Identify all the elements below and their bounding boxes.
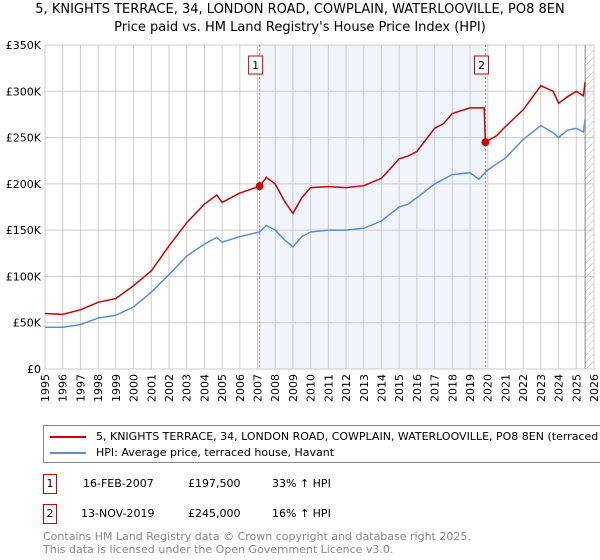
legend-label: 5, KNIGHTS TERRACE, 34, LONDON ROAD, COW… <box>96 430 600 443</box>
marker-badge <box>473 55 489 75</box>
y-tick-label: £300K <box>6 85 42 98</box>
x-tick-label: 1998 <box>92 374 105 402</box>
x-tick-label: 2021 <box>499 374 512 402</box>
blue-line-icon <box>50 451 86 454</box>
series-line-hpi <box>45 119 586 329</box>
x-tick-label: 2017 <box>429 374 442 402</box>
x-tick-label: 2022 <box>517 374 530 402</box>
footer-licence: This data is licensed under the Open Gov… <box>43 543 394 556</box>
legend-label: HPI: Average price, terraced house, Hava… <box>96 446 335 459</box>
x-tick-label: 2008 <box>269 374 282 402</box>
x-tick-label: 2010 <box>305 374 318 402</box>
y-tick-label: £250K <box>6 132 42 145</box>
red-line-icon <box>50 435 86 438</box>
x-tick-label: 2015 <box>393 374 406 402</box>
x-tick-label: 2026 <box>588 374 600 402</box>
legend-item-hpi: HPI: Average price, terraced house, Hava… <box>50 446 334 459</box>
transaction-badge: 2 <box>43 504 57 524</box>
x-tick-label: 2001 <box>145 374 158 402</box>
x-tick-label: 2004 <box>198 374 211 402</box>
x-tick-label: 2007 <box>252 374 265 402</box>
x-tick-label: 2024 <box>553 374 566 402</box>
x-tick-label: 2012 <box>340 374 353 402</box>
x-tick-label: 2005 <box>216 374 229 402</box>
x-tick-label: 2025 <box>570 374 583 402</box>
legend: 5, KNIGHTS TERRACE, 34, LONDON ROAD, COW… <box>43 425 600 463</box>
x-tick-label: 2011 <box>322 374 335 402</box>
y-tick-label: £100K <box>6 270 42 283</box>
transaction-date: 13-NOV-2019 <box>81 507 155 520</box>
transaction-price: £197,500 <box>188 477 241 490</box>
sale-point <box>255 182 264 191</box>
transaction-price: £245,000 <box>188 507 241 520</box>
chart-title: 5, KNIGHTS TERRACE, 34, LONDON ROAD, COW… <box>35 2 565 17</box>
x-tick-label: 2002 <box>163 374 176 402</box>
y-tick-label: £350K <box>6 39 42 52</box>
x-tick-label: 1995 <box>39 374 52 402</box>
footer: Contains HM Land Registry data © Crown c… <box>43 530 471 556</box>
x-tick-label: 2020 <box>482 374 495 402</box>
plot-frame <box>44 44 595 370</box>
chart-subtitle: Price paid vs. HM Land Registry's House … <box>114 20 486 35</box>
future-hatched-region <box>585 45 594 369</box>
y-tick-label: £0 <box>27 363 41 376</box>
ownership-shaded-region <box>259 45 486 369</box>
transaction-badge: 1 <box>43 474 57 494</box>
x-tick-label: 2009 <box>287 374 300 402</box>
marker-badge <box>248 55 264 75</box>
y-tick-label: £200K <box>6 178 42 191</box>
price-chart: 1995 1996 1997 1998 1999 2000 2001 2002 2003 2004… <box>6 39 600 402</box>
x-tick-label: 2023 <box>535 374 548 402</box>
sale-point <box>481 138 490 147</box>
x-tick-label: 2016 <box>411 374 424 402</box>
series-line-property <box>44 81 586 316</box>
x-tick-label: 1999 <box>110 374 123 402</box>
x-tick-label: 2000 <box>128 374 141 402</box>
x-tick-label: 2014 <box>375 374 388 402</box>
marker-label: 2 <box>478 59 485 72</box>
x-tick-label: 1997 <box>74 374 87 402</box>
x-tick-label: 2003 <box>181 374 194 402</box>
transaction-hpi: 16% ↑ HPI <box>272 507 331 520</box>
x-tick-label: 2018 <box>446 374 459 402</box>
y-tick-label: £150K <box>6 224 42 237</box>
x-tick-label: 1996 <box>57 374 70 402</box>
marker-label: 1 <box>252 59 259 72</box>
transaction-date: 16-FEB-2007 <box>83 477 154 490</box>
x-tick-label: 2019 <box>464 374 477 402</box>
legend-item-property: 5, KNIGHTS TERRACE, 34, LONDON ROAD, COW… <box>50 430 600 443</box>
x-tick-label: 2006 <box>234 374 247 402</box>
footer-copyright: Contains HM Land Registry data © Crown c… <box>43 530 471 543</box>
transaction-hpi: 33% ↑ HPI <box>272 477 331 490</box>
x-tick-label: 2013 <box>358 374 371 402</box>
y-tick-label: £50K <box>13 317 42 330</box>
